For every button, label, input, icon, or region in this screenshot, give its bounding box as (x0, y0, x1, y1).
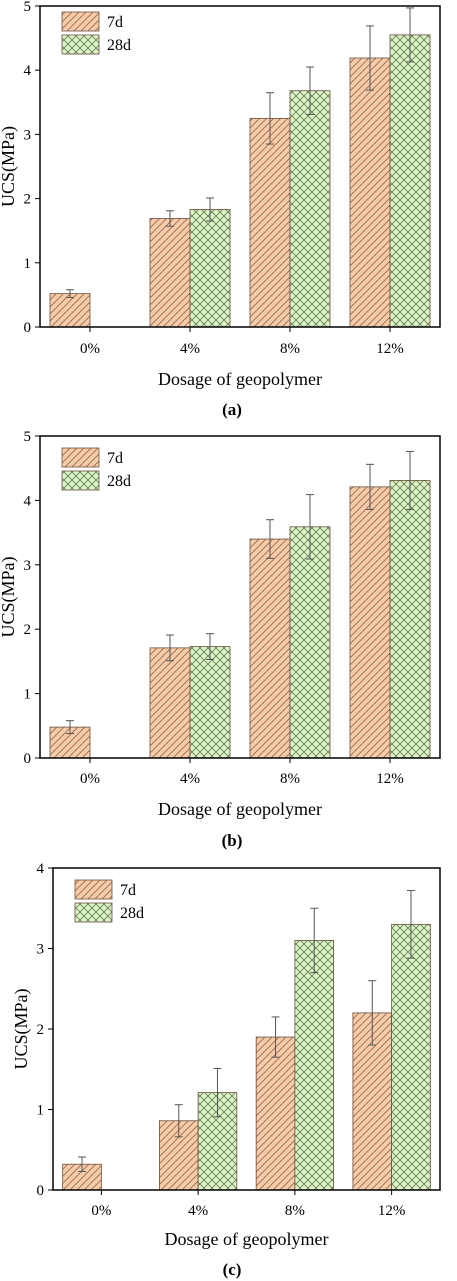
x-axis-label: Dosage of geopolymer (165, 1229, 329, 1249)
y-tick-label: 1 (24, 687, 32, 703)
bar-28d-12% (389, 480, 431, 759)
plot-frame (39, 5, 441, 328)
bar-28d-12% (389, 34, 431, 328)
bar-7d-12% (349, 486, 391, 759)
legend-label-7d: 7d (120, 882, 136, 899)
error-bar-28d-8% (306, 494, 314, 560)
bar-28d-4% (189, 209, 231, 328)
bar-7d-0% (49, 293, 91, 328)
bar-7d-12% (349, 57, 391, 328)
y-tick-label: 0 (24, 751, 32, 767)
error-bar-28d-12% (406, 890, 415, 959)
bar-28d-8% (289, 526, 331, 759)
x-tick-label: 12% (376, 341, 404, 357)
y-tick-label: 1 (24, 256, 32, 272)
panel-label: (b) (222, 831, 243, 850)
chart-panel-3: 0% 4% 8% 12% 0 1 2 3 4 UCS(MPa) Dosage of geopolym… (11, 861, 441, 1279)
x-axis-label: Dosage of geopolymer (158, 799, 322, 819)
chart-panel-2: 0% 4% 8% 12% 0 1 2 3 4 5 UCS(MPa) Dosage of geopoly… (0, 429, 441, 850)
x-tick-label: 8% (280, 341, 300, 357)
chart-panel-1: 0% 4% 8% 12% 0 1 2 3 4 5 UCS(MPa) Dosage of geopoly… (0, 0, 441, 419)
error-bar-28d-8% (306, 66, 314, 115)
x-axis-label: Dosage of geopolymer (158, 369, 322, 389)
error-bar-28d-8% (310, 907, 319, 974)
legend-swatch-28d (61, 34, 100, 55)
bar-7d-4% (149, 647, 191, 759)
x-tick-label: 4% (180, 771, 200, 787)
error-bar-7d-8% (266, 92, 274, 145)
legend-label-7d: 7d (107, 14, 123, 31)
error-bar-7d-0% (66, 289, 74, 298)
bar-28d-12% (391, 923, 431, 1191)
y-tick-label: 2 (24, 622, 32, 638)
bar-28d-4% (189, 646, 231, 759)
panel-label: (a) (222, 400, 242, 419)
y-tick-label: 4 (24, 63, 32, 79)
error-bar-7d-12% (366, 25, 374, 91)
error-bar-28d-4% (206, 633, 214, 660)
error-bar-28d-12% (406, 450, 414, 510)
bar-7d-8% (255, 1036, 296, 1191)
y-tick-label: 5 (24, 0, 32, 15)
x-tick-label: 0% (91, 1203, 111, 1219)
x-tick-label: 12% (376, 771, 404, 787)
legend-swatch-28d (74, 902, 113, 923)
y-tick-label: 1 (37, 1103, 45, 1119)
error-bar-7d-0% (78, 1156, 87, 1172)
x-tick-label: 4% (188, 1203, 208, 1219)
bar-7d-8% (249, 538, 291, 759)
legend-swatch-7d (61, 11, 100, 32)
y-tick-label: 2 (24, 192, 32, 208)
legend-swatch-28d (61, 470, 100, 491)
x-tick-label: 0% (80, 341, 100, 357)
legend-label-28d: 28d (107, 37, 131, 54)
error-bar-7d-12% (368, 980, 377, 1046)
legend-swatch-7d (61, 447, 100, 468)
y-tick-label: 5 (24, 429, 32, 445)
x-tick-label: 8% (285, 1203, 305, 1219)
legend-label-28d: 28d (120, 905, 144, 922)
error-bar-28d-4% (213, 1067, 222, 1118)
error-bar-7d-8% (271, 1016, 280, 1058)
legend-swatch-7d (74, 879, 113, 900)
y-axis-label: UCS(MPa) (0, 126, 19, 207)
error-bar-7d-4% (174, 1104, 183, 1138)
bar-7d-4% (149, 218, 191, 328)
error-bar-28d-12% (406, 7, 414, 63)
y-tick-label: 4 (24, 493, 32, 509)
y-axis-label: UCS(MPa) (0, 556, 19, 637)
y-tick-label: 3 (24, 127, 32, 143)
y-axis-label: UCS(MPa) (11, 988, 32, 1069)
error-bar-7d-0% (66, 720, 74, 735)
error-bar-7d-4% (166, 210, 174, 227)
y-tick-label: 0 (24, 320, 32, 336)
panel-label: (c) (223, 1260, 242, 1279)
y-tick-label: 2 (37, 1022, 45, 1038)
bar-28d-8% (294, 940, 334, 1191)
error-bar-7d-8% (266, 519, 274, 559)
y-tick-label: 3 (37, 942, 45, 958)
x-tick-label: 0% (80, 771, 100, 787)
bar-28d-8% (289, 90, 331, 328)
error-bar-7d-12% (366, 463, 374, 510)
x-tick-label: 12% (378, 1203, 406, 1219)
error-bar-7d-4% (166, 634, 174, 662)
legend-label-7d: 7d (107, 450, 123, 467)
plot-frame (39, 435, 441, 759)
y-tick-label: 4 (37, 861, 45, 877)
error-bar-28d-4% (206, 197, 214, 222)
x-tick-label: 8% (280, 771, 300, 787)
bar-7d-8% (249, 117, 291, 328)
y-tick-label: 0 (37, 1183, 45, 1199)
x-tick-label: 4% (180, 341, 200, 357)
legend-label-28d: 28d (107, 473, 131, 490)
y-tick-label: 3 (24, 558, 32, 574)
